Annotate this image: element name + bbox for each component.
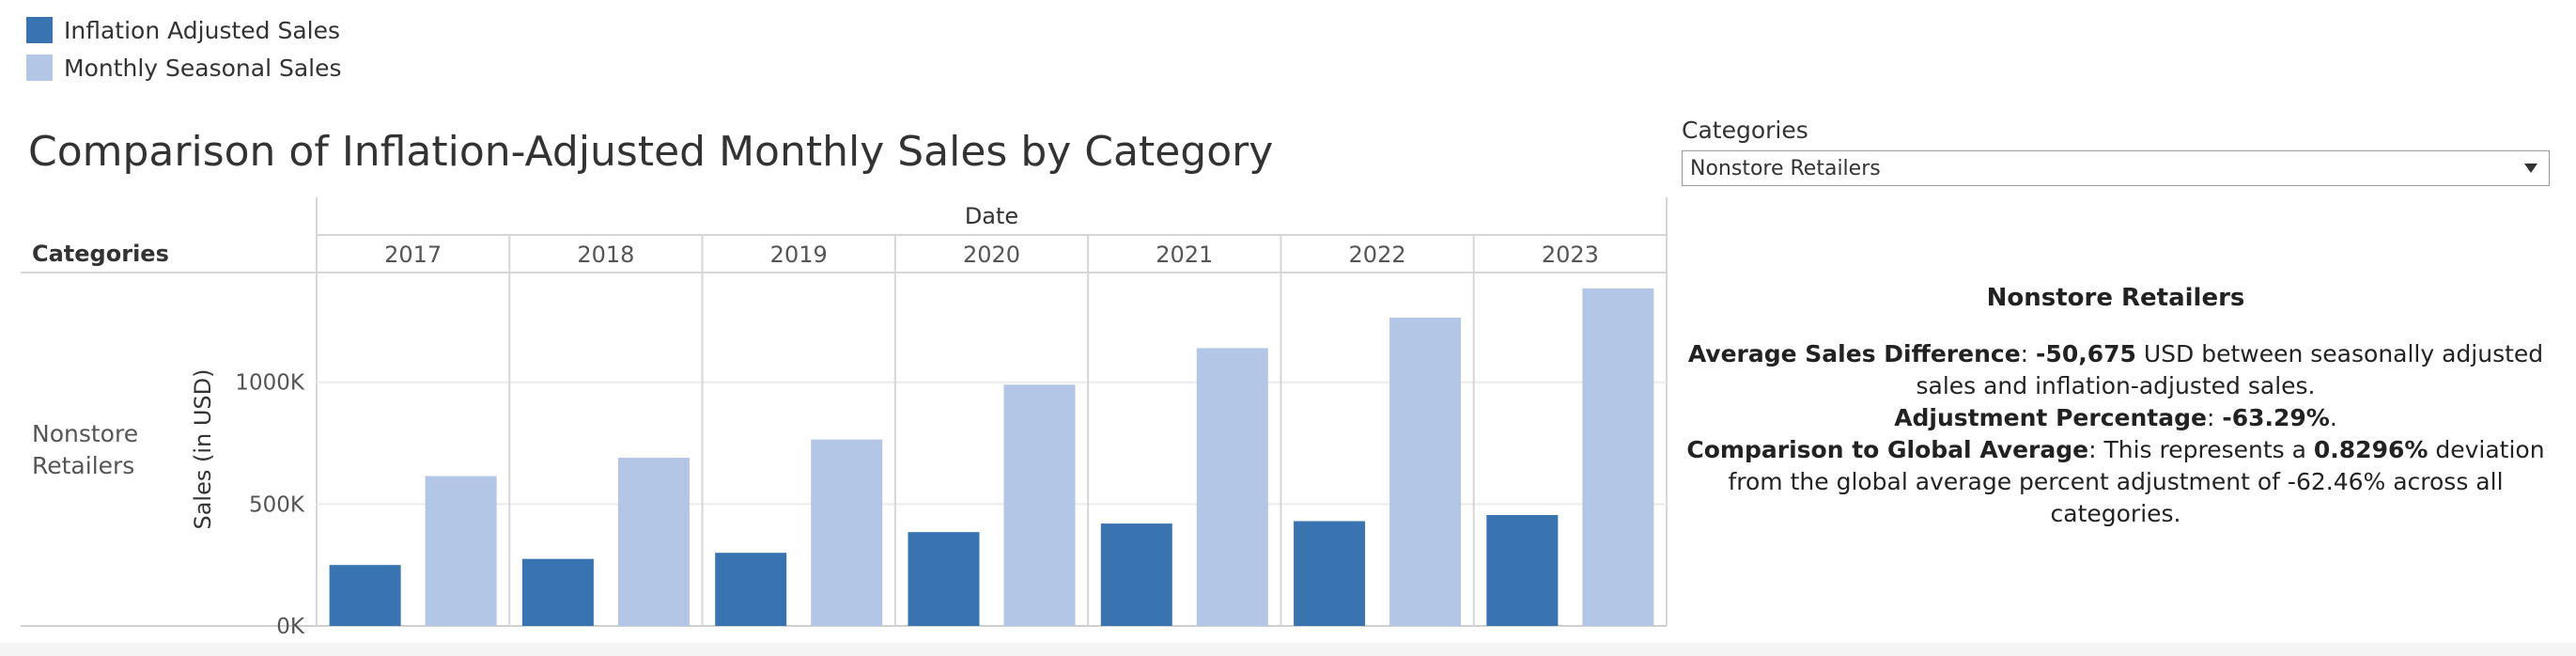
bar-inflation [1294, 521, 1366, 626]
y-tick-label: 0K [276, 615, 305, 639]
category-dropdown-value: Nonstore Retailers [1690, 156, 1881, 180]
filter-label: Categories [1682, 117, 1808, 144]
bar-inflation [521, 558, 594, 626]
info-difference-text: USD between seasonally adjusted sales an… [1916, 340, 2544, 399]
bar-inflation [329, 565, 401, 626]
bar-inflation [908, 532, 980, 626]
chevron-down-icon[interactable] [2524, 164, 2537, 173]
info-line-comparison: Comparison to Global Average: This repre… [1682, 434, 2550, 530]
y-tick-label: 500K [249, 492, 305, 517]
info-percentage-label: Adjustment Percentage [1894, 404, 2207, 431]
x-tick-label: 2023 [1542, 242, 1599, 268]
x-tick-label: 2020 [963, 242, 1020, 268]
legend-label-seasonal: Monthly Seasonal Sales [64, 54, 342, 82]
bar-inflation [1486, 515, 1559, 626]
bar-inflation [1100, 523, 1172, 626]
y-axis-label: Sales (in USD) [190, 368, 216, 529]
info-difference-label: Average Sales Difference [1687, 340, 2021, 367]
bar-seasonal [1003, 384, 1076, 626]
info-title: Nonstore Retailers [1986, 284, 2245, 312]
y-tick-label: 1000K [235, 371, 305, 396]
info-percentage-value: -63.29% [2222, 404, 2330, 431]
legend-item-seasonal[interactable]: Monthly Seasonal Sales [26, 49, 342, 86]
legend: Inflation Adjusted Sales Monthly Seasona… [26, 11, 342, 86]
legend-swatch-inflation [26, 17, 53, 43]
column-header: Date [965, 203, 1018, 229]
info-difference-value: -50,675 [2036, 340, 2136, 367]
chart-title: Comparison of Inflation-Adjusted Monthly… [28, 128, 1274, 176]
info-line-percentage: Adjustment Percentage: -63.29%. [1894, 404, 2337, 431]
bar-chart: Date Categories Nonstore Retailers Sales (in… [21, 197, 1668, 639]
bar-seasonal [1196, 348, 1268, 626]
bottom-bar [0, 643, 2576, 656]
legend-item-inflation[interactable]: Inflation Adjusted Sales [26, 11, 342, 49]
bar-seasonal [425, 476, 497, 626]
bar-inflation [715, 553, 787, 626]
bar-seasonal [1582, 288, 1654, 626]
x-tick-label: 2017 [384, 242, 442, 268]
legend-swatch-seasonal [26, 55, 53, 81]
info-comparison-text: deviation from the global average percen… [1728, 436, 2545, 527]
bar-seasonal [1389, 317, 1462, 626]
bar-seasonal [617, 458, 690, 626]
row-header: Categories [32, 241, 169, 267]
info-panel: Nonstore Retailers Average Sales Differe… [1682, 282, 2550, 530]
info-comparison-value: 0.8296% [2313, 436, 2429, 463]
x-tick-label: 2022 [1349, 242, 1406, 268]
legend-label-inflation: Inflation Adjusted Sales [64, 16, 341, 44]
info-comparison-label: Comparison to Global Average [1686, 436, 2089, 463]
x-tick-label: 2018 [577, 242, 634, 268]
row-label: Nonstore [32, 420, 138, 447]
row-label: Retailers [32, 452, 134, 479]
bar-seasonal [811, 439, 883, 626]
x-tick-label: 2019 [770, 242, 828, 268]
info-comparison-pre: : This represents a [2088, 436, 2314, 463]
category-dropdown[interactable]: Nonstore Retailers [1682, 150, 2550, 186]
info-line-difference: Average Sales Difference: -50,675 USD be… [1687, 340, 2544, 399]
x-tick-label: 2021 [1156, 242, 1213, 268]
